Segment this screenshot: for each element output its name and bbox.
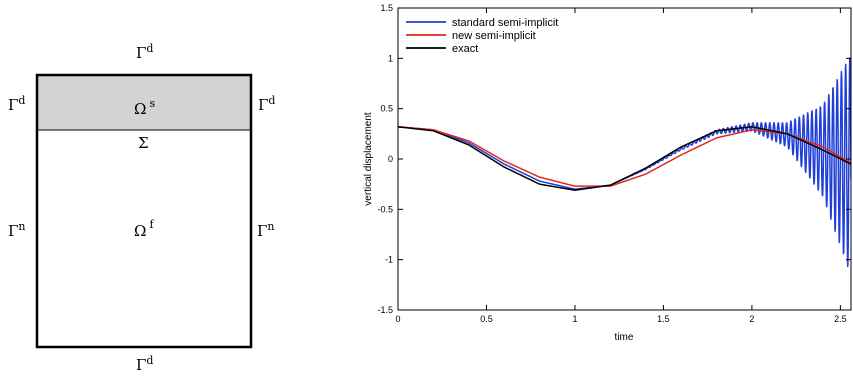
y-tick-label: -1 bbox=[385, 255, 393, 265]
right-fluid-boundary-label: Γn bbox=[257, 220, 275, 240]
y-tick-label: 0.5 bbox=[380, 104, 393, 114]
legend-label: exact bbox=[452, 43, 478, 55]
legend-label: new semi-implicit bbox=[452, 30, 536, 42]
left-solid-boundary-base: Γ bbox=[8, 96, 18, 114]
fluid-region-sup: f bbox=[149, 218, 154, 231]
x-tick-label: 2.5 bbox=[834, 314, 847, 324]
y-tick-label: 0 bbox=[388, 154, 393, 164]
interface-label: Σ bbox=[138, 134, 149, 152]
right-fluid-boundary-base: Γ bbox=[257, 222, 267, 240]
y-tick-label: 1 bbox=[388, 53, 393, 63]
left-solid-boundary-sup: d bbox=[18, 94, 25, 107]
y-ticks: -1.5 -1 -0.5 0 0.5 1 1.5 bbox=[377, 3, 851, 315]
x-ticks: 0 0.5 1 1.5 2 2.5 bbox=[395, 8, 847, 324]
left-fluid-boundary-label: Γn bbox=[8, 220, 26, 240]
y-axis-label: vertical displacement bbox=[363, 112, 374, 206]
top-boundary-label: Γd bbox=[136, 42, 153, 62]
x-tick-label: 1 bbox=[572, 314, 577, 324]
y-tick-label: -0.5 bbox=[377, 204, 393, 214]
displacement-chart: 0 0.5 1 1.5 2 2.5 -1.5 -1 -0.5 0 0.5 1 1.5 time ver… bbox=[363, 3, 852, 343]
bottom-boundary-base: Γ bbox=[136, 356, 146, 374]
series-line-0 bbox=[398, 57, 851, 268]
top-boundary-sup: d bbox=[146, 42, 153, 55]
right-solid-boundary-label: Γd bbox=[258, 94, 275, 114]
legend-label: standard semi-implicit bbox=[452, 17, 558, 29]
x-tick-label: 0.5 bbox=[480, 314, 493, 324]
x-tick-label: 2 bbox=[749, 314, 754, 324]
left-fluid-boundary-base: Γ bbox=[8, 222, 18, 240]
solid-region-base: Ω bbox=[134, 100, 146, 118]
plot-series bbox=[398, 57, 851, 268]
solid-region-sup: s bbox=[149, 97, 155, 110]
solid-region-fill bbox=[37, 75, 251, 130]
domain-outline bbox=[35, 73, 253, 349]
right-solid-boundary-sup: d bbox=[268, 94, 275, 107]
left-fluid-boundary-sup: n bbox=[18, 220, 25, 233]
y-tick-label: -1.5 bbox=[377, 305, 393, 315]
top-boundary-base: Γ bbox=[136, 44, 146, 62]
right-fluid-boundary-sup: n bbox=[267, 220, 274, 233]
x-axis-label: time bbox=[615, 332, 634, 343]
x-tick-label: 0 bbox=[395, 314, 400, 324]
x-tick-label: 1.5 bbox=[657, 314, 670, 324]
fluid-region-base: Ω bbox=[134, 222, 146, 240]
series-line-2 bbox=[398, 126, 851, 191]
bottom-boundary-label: Γd bbox=[136, 354, 153, 374]
left-solid-boundary-label: Γd bbox=[8, 94, 25, 114]
series-line-1 bbox=[398, 126, 851, 187]
y-tick-label: 1.5 bbox=[380, 3, 393, 13]
right-solid-boundary-base: Γ bbox=[258, 96, 268, 114]
bottom-boundary-sup: d bbox=[146, 354, 153, 367]
